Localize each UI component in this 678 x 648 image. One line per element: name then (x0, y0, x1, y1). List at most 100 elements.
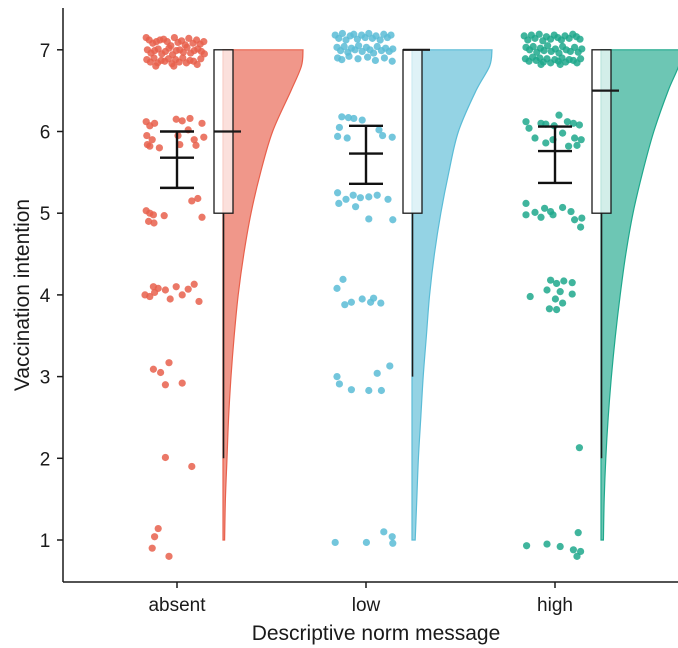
group-low (331, 29, 493, 547)
data-point-low-53 (365, 193, 373, 201)
data-point-high-95 (523, 542, 531, 550)
data-point-high-86 (526, 292, 534, 301)
data-point-low-78 (331, 538, 339, 547)
data-point-absent-68 (192, 141, 200, 149)
data-point-low-69 (386, 362, 394, 370)
x-tick-label-low: low (352, 595, 381, 616)
data-point-absent-93 (165, 359, 173, 367)
x-axis-title: Descriptive norm message (252, 622, 501, 645)
data-point-absent-100 (148, 544, 156, 552)
data-point-high-81 (560, 277, 568, 285)
data-point-absent-90 (149, 283, 157, 291)
data-point-absent-80 (146, 292, 154, 301)
data-point-low-47 (388, 133, 396, 141)
data-point-high-67 (522, 199, 530, 207)
data-point-low-79 (362, 538, 370, 547)
data-point-absent-66 (146, 142, 154, 150)
data-point-low-77 (388, 533, 396, 541)
y-tick-label-4: 4 (40, 286, 51, 307)
data-point-low-42 (350, 114, 358, 123)
y-tick-label-3: 3 (40, 368, 51, 389)
data-point-absent-98 (154, 524, 162, 533)
data-point-low-52 (356, 194, 364, 202)
data-point-low-41 (344, 114, 352, 122)
data-point-absent-77 (194, 194, 202, 203)
data-point-absent-101 (165, 552, 173, 560)
data-point-high-61 (559, 129, 567, 137)
data-point-high-18 (529, 42, 537, 51)
data-point-high-4 (535, 30, 543, 38)
data-point-low-31 (389, 45, 397, 53)
data-point-high-96 (569, 546, 578, 554)
data-point-high-31 (578, 45, 586, 53)
data-point-low-58 (352, 203, 360, 211)
group-absent (141, 33, 304, 560)
data-point-high-65 (565, 142, 573, 150)
data-point-low-12 (376, 36, 384, 44)
data-point-low-36 (364, 53, 372, 61)
data-point-high-75 (571, 216, 579, 224)
data-point-low-80 (389, 539, 397, 547)
data-point-high-74 (567, 207, 575, 216)
data-point-absent-23 (165, 44, 173, 52)
y-tick-label-5: 5 (40, 204, 51, 225)
data-point-high-73 (559, 203, 567, 212)
data-point-high-84 (556, 288, 564, 296)
y-axis-title: Vaccination intention (11, 199, 34, 391)
data-point-low-18 (340, 42, 348, 51)
data-point-high-63 (577, 136, 585, 144)
data-point-high-77 (577, 223, 585, 231)
data-point-absent-16 (200, 38, 208, 46)
data-point-absent-88 (190, 280, 198, 288)
data-point-absent-50 (152, 62, 160, 70)
data-point-low-45 (375, 126, 383, 134)
data-point-low-75 (377, 386, 385, 395)
data-point-low-68 (370, 294, 378, 302)
y-tick-label-6: 6 (40, 123, 51, 144)
data-point-low-56 (342, 195, 350, 203)
data-point-high-92 (574, 529, 582, 537)
data-point-low-59 (365, 215, 373, 223)
data-point-high-93 (543, 540, 551, 548)
data-point-high-59 (531, 134, 539, 142)
data-point-high-51 (522, 118, 530, 126)
data-point-absent-48 (193, 60, 201, 69)
data-point-absent-89 (195, 297, 203, 306)
data-point-absent-73 (145, 217, 153, 225)
data-point-high-58 (525, 124, 533, 132)
data-point-high-89 (545, 305, 554, 313)
data-point-absent-64 (200, 133, 208, 141)
data-point-low-67 (377, 299, 385, 307)
data-point-absent-55 (172, 115, 180, 123)
plot-area (141, 29, 678, 560)
data-point-high-76 (578, 214, 586, 222)
data-point-high-15 (576, 35, 584, 43)
data-point-high-47 (577, 55, 585, 63)
data-point-absent-78 (198, 213, 206, 221)
data-point-absent-94 (161, 381, 169, 389)
x-tick-label-absent: absent (148, 595, 206, 616)
data-point-low-22 (355, 42, 363, 50)
data-point-absent-72 (149, 211, 157, 219)
data-point-absent-97 (188, 462, 196, 471)
data-point-high-69 (531, 208, 539, 216)
data-point-low-2 (338, 29, 346, 38)
data-point-absent-69 (155, 144, 163, 152)
data-point-low-26 (370, 49, 378, 57)
x-ticks: absent low high (148, 582, 573, 616)
data-point-absent-59 (143, 131, 151, 140)
data-point-low-37 (371, 56, 379, 65)
data-point-high-90 (553, 306, 561, 314)
data-point-absent-87 (184, 285, 192, 293)
data-point-high-88 (559, 299, 567, 307)
data-point-low-40 (338, 113, 346, 121)
data-point-low-55 (335, 199, 343, 207)
data-point-absent-58 (198, 119, 206, 127)
violin-high (600, 49, 678, 541)
data-point-absent-76 (188, 197, 196, 205)
data-point-absent-99 (151, 533, 159, 541)
data-point-high-85 (568, 290, 576, 298)
data-point-low-73 (347, 386, 355, 394)
data-point-low-62 (333, 284, 341, 292)
